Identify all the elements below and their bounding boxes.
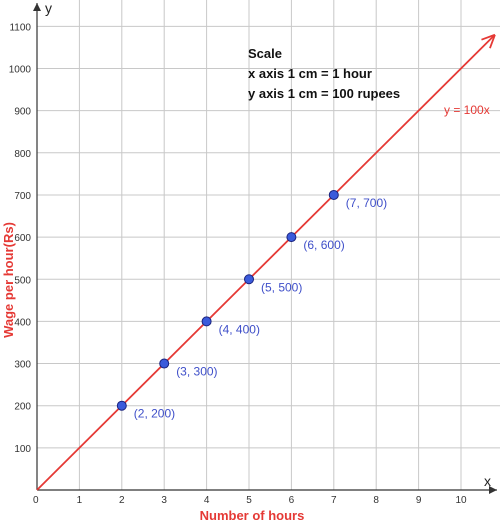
data-point — [116, 400, 127, 411]
data-point — [328, 189, 339, 200]
grid — [37, 0, 500, 490]
y-tick-label: 700 — [14, 191, 31, 202]
x-tick-label: 9 — [416, 495, 422, 506]
y-axis-arrow — [33, 3, 41, 11]
x-tick-label: 8 — [373, 495, 379, 506]
scale-title: Scale — [248, 46, 282, 61]
series-layer: (2, 200) (3, 300) (4, 400) (5, 500) (6, 600)… — [36, 33, 496, 491]
series-line-arrow — [481, 33, 496, 49]
y-tick-label: 1100 — [9, 22, 31, 33]
y-tick-label: 500 — [14, 275, 31, 286]
y-axis-title: Wage per hour(Rs) — [1, 222, 16, 338]
y-tick-label: 100 — [14, 444, 31, 455]
x-axis-arrow — [489, 486, 497, 494]
scale-line-y: y axis 1 cm = 100 rupees — [248, 86, 400, 101]
data-point — [201, 316, 212, 327]
x-tick-label: 3 — [161, 495, 167, 506]
tick-labels: 1 2 3 4 5 6 7 8 9 10 100 200 300 400 500 600 700 800 900 10… — [9, 22, 467, 506]
y-tick-label: 600 — [14, 233, 31, 244]
data-point-label: (7, 700) — [346, 196, 387, 210]
origin-label: 0 — [33, 495, 39, 506]
y-axis-name: y — [45, 0, 52, 16]
x-axis-title: Number of hours — [200, 508, 305, 523]
y-tick-label: 1000 — [9, 65, 32, 76]
x-tick-label: 4 — [204, 495, 210, 506]
axes — [33, 3, 497, 494]
x-tick-label: 2 — [119, 495, 125, 506]
x-tick-label: 5 — [246, 495, 252, 506]
y-tick-label: 200 — [14, 402, 31, 413]
y-tick-label: 300 — [14, 360, 31, 371]
data-point — [159, 358, 170, 369]
x-tick-label: 1 — [77, 495, 83, 506]
x-tick-label: 6 — [289, 495, 295, 506]
series-line — [36, 34, 496, 491]
scale-line-x: x axis 1 cm = 1 hour — [248, 66, 372, 81]
data-point — [286, 232, 297, 243]
data-point — [244, 274, 254, 285]
x-tick-label: 7 — [331, 495, 337, 506]
y-tick-label: 800 — [14, 149, 31, 160]
data-point-label: (2, 200) — [134, 407, 175, 421]
series-equation-label: y = 100x — [444, 103, 490, 117]
data-point-label: (3, 300) — [176, 365, 217, 379]
data-point-label: (4, 400) — [219, 322, 260, 336]
x-axis-name: x — [484, 473, 491, 489]
data-point-label: (5, 500) — [261, 280, 302, 294]
y-tick-label: 900 — [14, 107, 31, 118]
data-point-label: (6, 600) — [303, 238, 344, 252]
x-tick-label: 10 — [455, 495, 467, 506]
y-tick-label: 400 — [14, 317, 31, 328]
scale-note: Scale x axis 1 cm = 1 hour y axis 1 cm =… — [248, 46, 400, 101]
